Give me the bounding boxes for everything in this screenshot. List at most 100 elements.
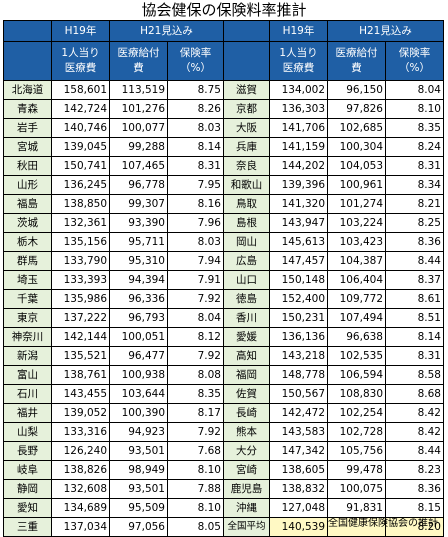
table-row: 富山 138,761 100,938 8.08 福岡 148,778 106,594 8.58 — [3, 365, 444, 385]
table-body: 北海道 158,601 113,519 8.75 滋賀 134,002 96,150 8.04… — [3, 80, 444, 537]
prefecture-name: 福島 — [3, 194, 52, 214]
header-h21-left: H21見込み — [109, 20, 224, 42]
table-row: 栃木 135,156 95,711 8.03 岡山 145,613 103,423 8.36 — [3, 232, 444, 252]
table-row: 長野 126,240 93,501 7.68 大分 147,342 105,756 8.44 — [3, 441, 444, 461]
insurance-rate: 8.24 — [385, 137, 444, 157]
benefit-cost: 96,638 — [327, 327, 386, 347]
prefecture-name: 静岡 — [3, 479, 52, 499]
medical-cost: 141,320 — [269, 194, 328, 214]
table-row: 山梨 133,316 94,923 7.92 熊本 143,583 102,728 8.42 — [3, 422, 444, 442]
benefit-cost: 100,077 — [109, 118, 168, 138]
header-blank-left — [3, 20, 52, 42]
benefit-cost: 103,644 — [109, 384, 168, 404]
header-benefit-line2: 費 — [351, 62, 362, 74]
medical-cost: 141,706 — [269, 118, 328, 138]
header-per-capita-line2: 医療費 — [282, 62, 315, 74]
medical-cost: 136,245 — [51, 175, 110, 195]
insurance-rate: 8.08 — [167, 365, 224, 385]
header-per-capita-right: 1人当り 医療費 — [269, 41, 328, 81]
benefit-cost: 96,778 — [109, 175, 168, 195]
prefecture-name: 大阪 — [223, 118, 270, 138]
header-per-capita-line1: 1人当り — [61, 47, 100, 59]
prefecture-name: 千葉 — [3, 289, 52, 309]
prefecture-name: 佐賀 — [223, 384, 270, 404]
insurance-rate: 8.31 — [385, 156, 444, 176]
insurance-rate: 8.16 — [167, 194, 224, 214]
insurance-rate: 8.31 — [167, 156, 224, 176]
header-rate-line2: （%） — [180, 62, 211, 74]
insurance-rate: 7.91 — [167, 270, 224, 290]
benefit-cost: 107,465 — [109, 156, 168, 176]
medical-cost: 127,048 — [269, 498, 328, 518]
prefecture-name: 富山 — [3, 365, 52, 385]
page-title: 協会健保の保険料率推計 — [141, 1, 307, 19]
benefit-cost: 97,826 — [327, 99, 386, 119]
table-row: 岐阜 138,826 98,949 8.10 宮崎 138,605 99,478 8.23 — [3, 460, 444, 480]
prefecture-name: 石川 — [3, 384, 52, 404]
benefit-cost: 102,535 — [327, 346, 386, 366]
insurance-rate: 8.10 — [385, 99, 444, 119]
benefit-cost: 105,756 — [327, 441, 386, 461]
benefit-cost: 96,336 — [109, 289, 168, 309]
header-benefit-line2: 費 — [133, 62, 144, 74]
table-row: 宮城 139,045 99,288 8.14 兵庫 141,159 100,304 8.24 — [3, 137, 444, 157]
benefit-cost: 113,519 — [109, 80, 168, 100]
table-row: 青森 142,724 101,276 8.26 京都 136,303 97,826 8.10 — [3, 99, 444, 119]
national-average-label: 全国平均 — [223, 517, 270, 537]
header-rate-left: 保険率 （%） — [167, 41, 224, 81]
medical-cost: 138,826 — [51, 460, 110, 480]
benefit-cost: 93,390 — [109, 213, 168, 233]
insurance-rate: 8.03 — [167, 118, 224, 138]
header-benefit-line1: 医療給付 — [117, 47, 160, 59]
prefecture-name: 沖縄 — [223, 498, 270, 518]
insurance-rate: 8.14 — [385, 327, 444, 347]
header-rate-line1: 保険率 — [398, 47, 431, 59]
prefecture-name: 神奈川 — [3, 327, 52, 347]
prefecture-name: 岡山 — [223, 232, 270, 252]
medical-cost: 143,218 — [269, 346, 328, 366]
prefecture-name: 宮城 — [3, 137, 52, 157]
insurance-rate: 8.10 — [167, 498, 224, 518]
insurance-rate: 7.68 — [167, 441, 224, 461]
insurance-rate: 8.17 — [167, 403, 224, 423]
medical-cost: 143,947 — [269, 213, 328, 233]
prefecture-name: 茨城 — [3, 213, 52, 233]
benefit-cost: 96,793 — [109, 308, 168, 328]
insurance-rate: 8.58 — [385, 365, 444, 385]
benefit-cost: 93,501 — [109, 441, 168, 461]
medical-cost: 137,222 — [51, 308, 110, 328]
medical-cost: 133,393 — [51, 270, 110, 290]
medical-cost: 138,761 — [51, 365, 110, 385]
insurance-rate: 7.96 — [167, 213, 224, 233]
medical-cost: 143,583 — [269, 422, 328, 442]
prefecture-name: 三重 — [3, 517, 52, 537]
insurance-rate: 8.21 — [385, 194, 444, 214]
prefecture-name: 山口 — [223, 270, 270, 290]
prefecture-name: 香川 — [223, 308, 270, 328]
header-benefit-line1: 医療給付 — [335, 47, 378, 59]
insurance-rate: 8.42 — [385, 403, 444, 423]
prefecture-name: 熊本 — [223, 422, 270, 442]
benefit-cost: 100,304 — [327, 137, 386, 157]
medical-cost: 136,136 — [269, 327, 328, 347]
insurance-rate: 7.95 — [167, 175, 224, 195]
prefecture-name: 徳島 — [223, 289, 270, 309]
prefecture-name: 長崎 — [223, 403, 270, 423]
prefecture-name: 大分 — [223, 441, 270, 461]
benefit-cost: 102,254 — [327, 403, 386, 423]
insurance-rate: 8.03 — [167, 232, 224, 252]
benefit-cost: 103,224 — [327, 213, 386, 233]
table-row: 埼玉 133,393 94,394 7.91 山口 150,148 106,404 8.37 — [3, 270, 444, 290]
benefit-cost: 100,961 — [327, 175, 386, 195]
insurance-rate: 7.92 — [167, 422, 224, 442]
benefit-cost: 108,830 — [327, 384, 386, 404]
insurance-rate: 7.94 — [167, 251, 224, 271]
table-row: 神奈川 142,144 100,051 8.12 愛媛 136,136 96,638 8.14 — [3, 327, 444, 347]
table-row: 石川 143,455 103,644 8.35 佐賀 150,567 108,830 8.68 — [3, 384, 444, 404]
medical-cost: 138,832 — [269, 479, 328, 499]
insurance-rate: 8.26 — [167, 99, 224, 119]
medical-cost: 143,455 — [51, 384, 110, 404]
medical-cost: 138,850 — [51, 194, 110, 214]
medical-cost: 139,396 — [269, 175, 328, 195]
medical-cost: 137,034 — [51, 517, 110, 537]
